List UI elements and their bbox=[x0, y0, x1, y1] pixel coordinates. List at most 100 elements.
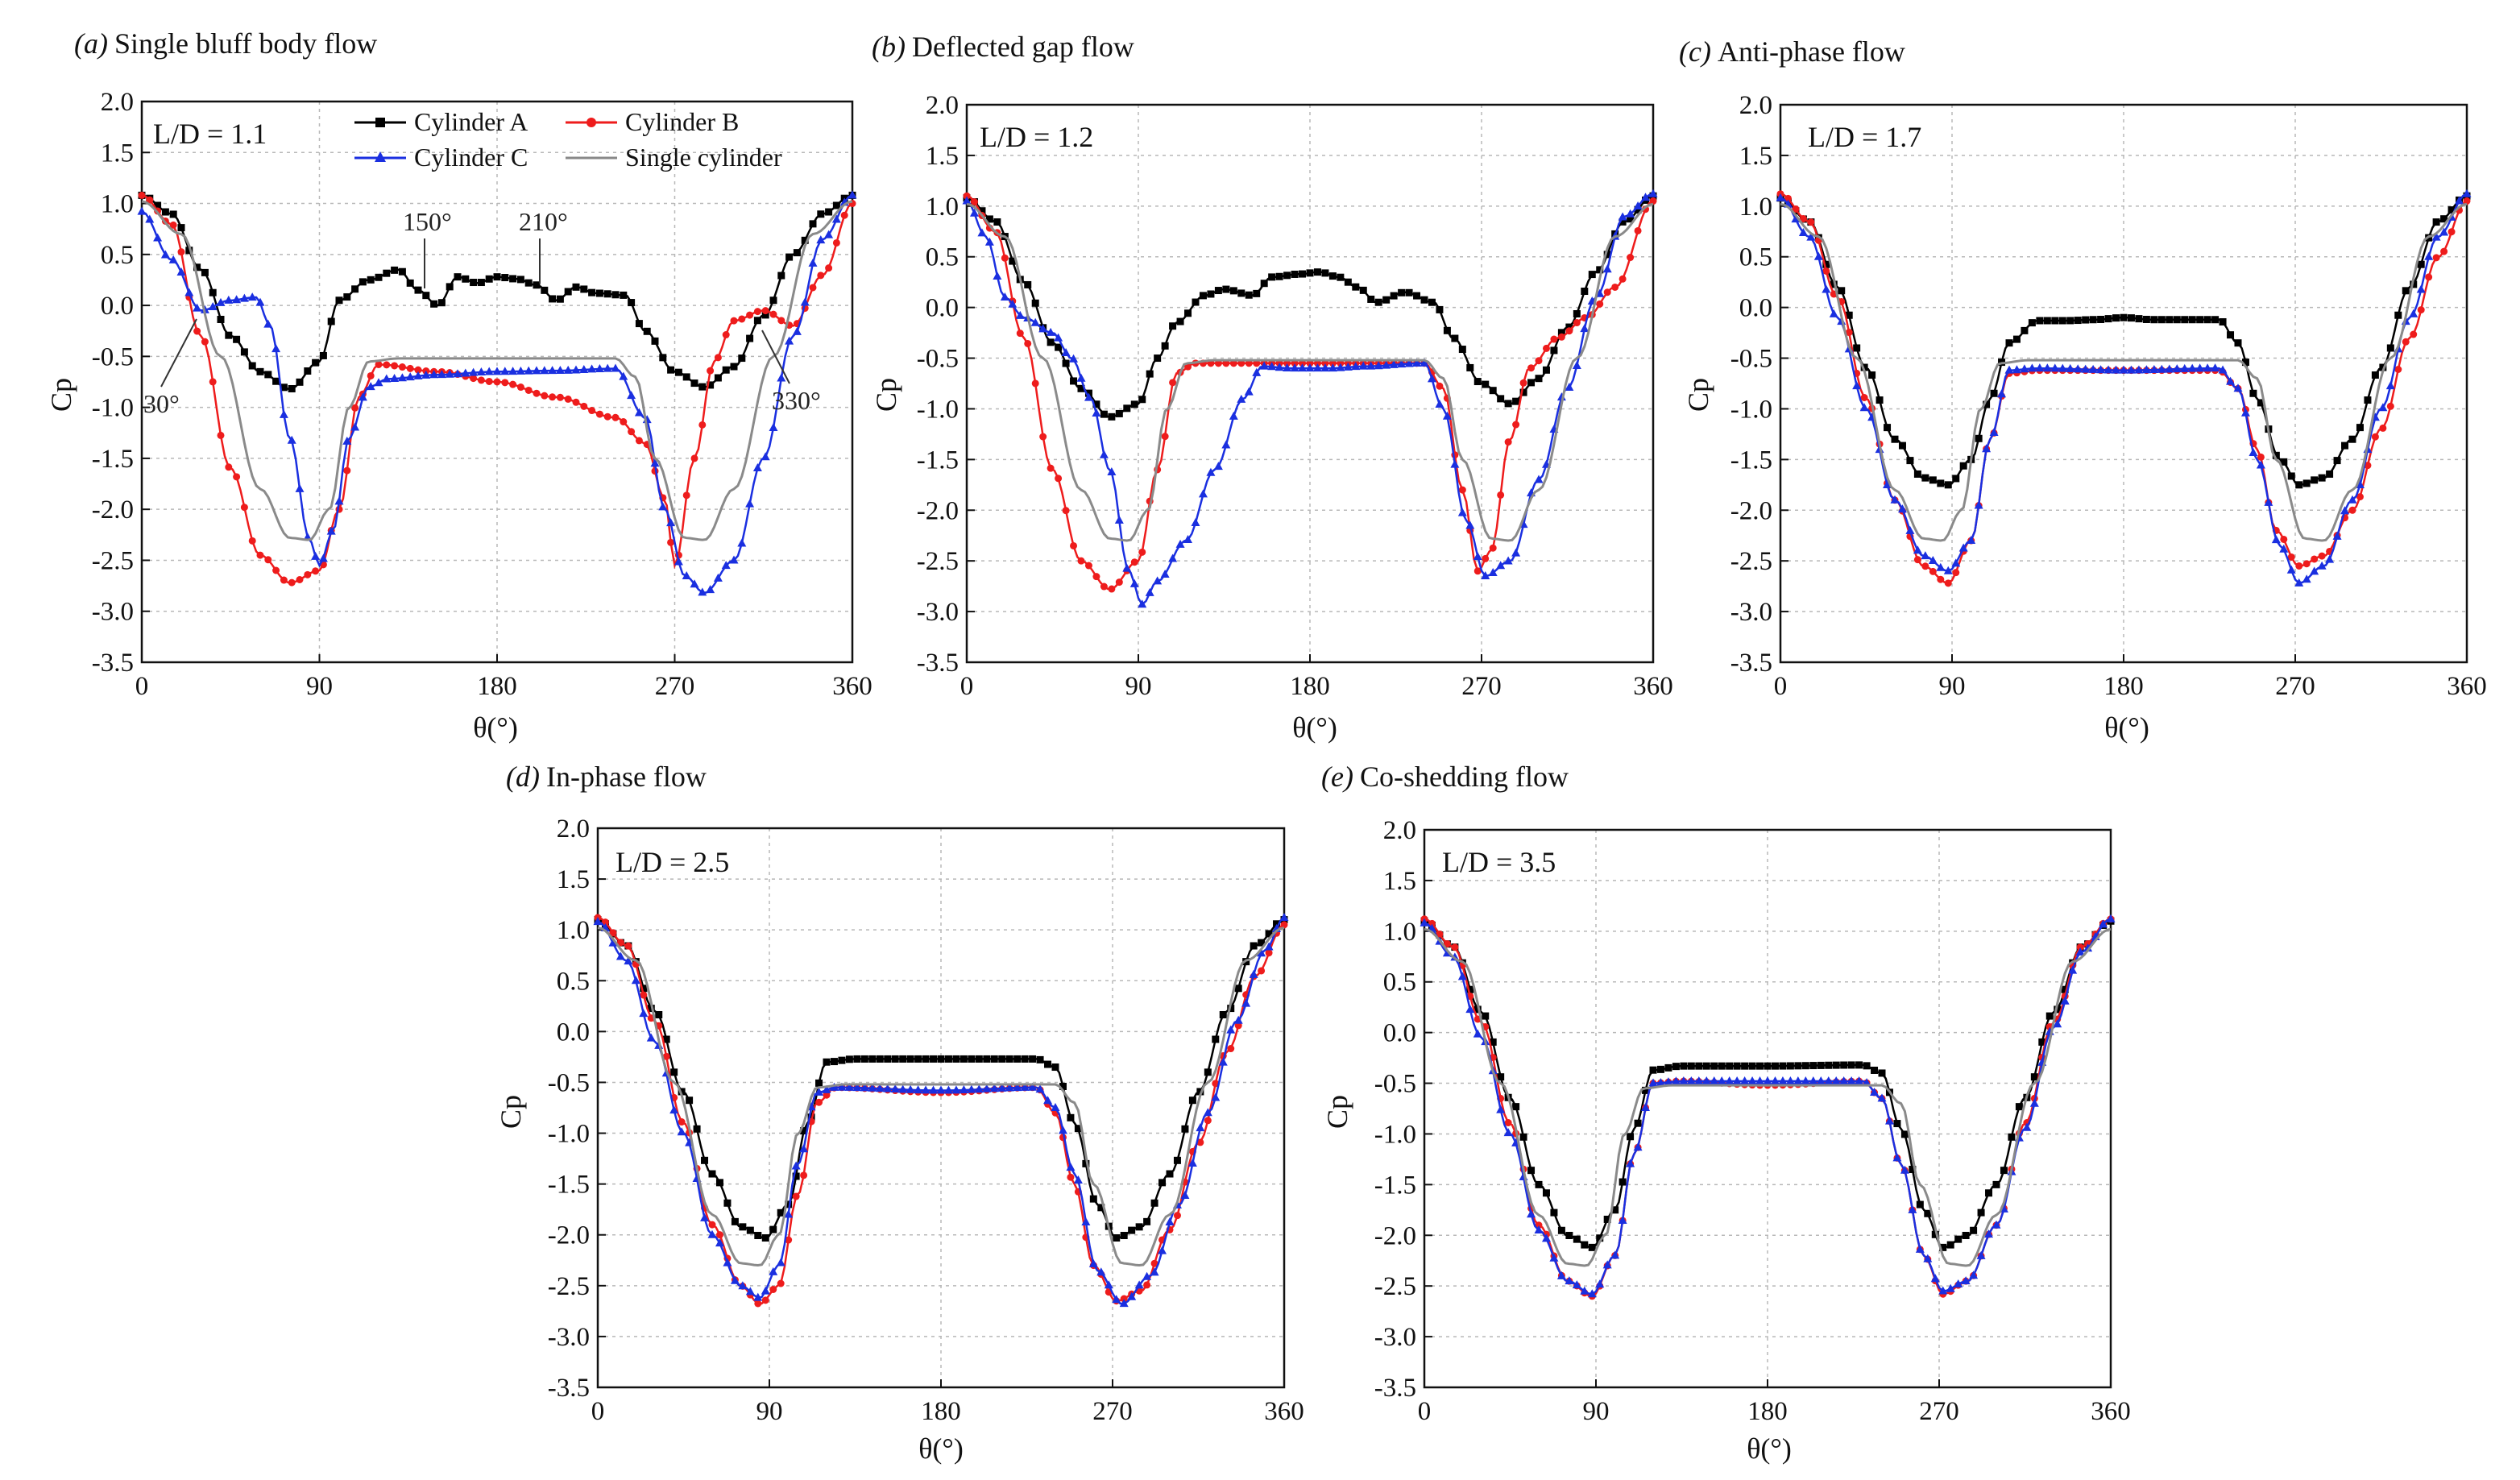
series-cylinder-c bbox=[962, 189, 1658, 608]
data-point bbox=[326, 526, 336, 535]
data-point bbox=[2126, 365, 2136, 374]
data-point bbox=[2157, 316, 2166, 324]
data-point bbox=[1442, 411, 1452, 420]
data-point bbox=[1951, 558, 1961, 567]
x-tick-label: 270 bbox=[655, 672, 695, 701]
data-point bbox=[1984, 1229, 1994, 1238]
data-point bbox=[690, 579, 699, 588]
data-point bbox=[1374, 361, 1383, 370]
data-point bbox=[1199, 292, 1207, 300]
data-point bbox=[754, 1232, 762, 1240]
data-point bbox=[1404, 359, 1414, 367]
data-point bbox=[2249, 389, 2257, 397]
data-point bbox=[1813, 251, 1823, 260]
data-point bbox=[906, 1084, 915, 1093]
panel-a-title: (a) Single bluff body flow bbox=[74, 27, 377, 60]
legend-marker-cylinder-a bbox=[375, 118, 385, 127]
data-point bbox=[280, 383, 288, 392]
data-point bbox=[1863, 1062, 1871, 1070]
data-point bbox=[721, 561, 731, 570]
legend-marker-cylinder-b bbox=[586, 118, 596, 127]
data-point bbox=[1096, 1267, 1106, 1276]
data-point bbox=[1929, 567, 1937, 575]
data-point bbox=[1073, 1175, 1083, 1184]
data-point bbox=[1913, 556, 1921, 564]
data-point bbox=[1725, 1076, 1735, 1085]
data-point bbox=[715, 1238, 724, 1247]
data-point bbox=[1511, 548, 1521, 557]
data-point bbox=[1358, 361, 1368, 370]
data-point bbox=[2378, 403, 2388, 412]
data-point bbox=[184, 288, 194, 296]
data-point bbox=[1535, 1180, 1543, 1188]
data-point bbox=[1165, 1217, 1175, 1225]
data-point bbox=[2112, 365, 2121, 374]
data-point bbox=[883, 1084, 893, 1092]
data-point bbox=[1763, 1076, 1772, 1085]
data-point bbox=[2311, 555, 2319, 563]
data-point bbox=[2332, 531, 2342, 540]
y-tick-label: 2.0 bbox=[926, 91, 959, 120]
data-point bbox=[493, 273, 501, 281]
data-point bbox=[832, 238, 840, 247]
data-point bbox=[2394, 311, 2402, 319]
data-point bbox=[777, 1208, 785, 1217]
data-point bbox=[693, 1125, 701, 1133]
data-point bbox=[698, 383, 707, 391]
data-point bbox=[398, 267, 406, 276]
data-point bbox=[2051, 317, 2059, 325]
legend-label-cylinder-a: Cylinder A bbox=[414, 107, 528, 136]
panel-b-plot: 0 90 180 270 360 -3.5 -3.0 -2.5 -2.0 -1.5 -1.0 -0.5… bbox=[917, 91, 1673, 701]
data-point bbox=[501, 379, 509, 387]
data-point bbox=[746, 311, 754, 319]
data-point bbox=[2257, 453, 2265, 461]
data-point bbox=[1374, 298, 1382, 306]
data-point bbox=[730, 317, 738, 325]
data-point bbox=[2256, 460, 2265, 469]
data-point bbox=[2096, 365, 2106, 374]
data-point bbox=[1893, 1120, 1901, 1128]
data-point bbox=[2280, 535, 2288, 543]
data-point bbox=[1062, 507, 1070, 515]
data-point bbox=[1974, 500, 1983, 509]
data-point bbox=[984, 237, 994, 246]
data-point bbox=[1119, 1299, 1129, 1308]
data-point bbox=[1013, 1083, 1022, 1092]
data-point bbox=[367, 371, 375, 379]
data-point bbox=[929, 1085, 939, 1094]
data-point bbox=[1534, 1225, 1544, 1233]
y-tick-label: -2.5 bbox=[548, 1272, 590, 1301]
data-point bbox=[1944, 579, 1952, 587]
data-point bbox=[1450, 459, 1460, 468]
data-point bbox=[745, 1287, 755, 1296]
y-tick-label: 1.5 bbox=[101, 139, 134, 168]
data-point bbox=[651, 337, 659, 345]
data-point bbox=[2447, 228, 2456, 236]
x-tick-label: 90 bbox=[1939, 672, 1966, 701]
data-point bbox=[335, 296, 343, 305]
data-point bbox=[1176, 317, 1184, 325]
x-tick-label: 90 bbox=[1583, 1397, 1610, 1426]
data-point bbox=[899, 1055, 907, 1063]
data-point bbox=[453, 369, 462, 378]
data-point bbox=[2340, 506, 2350, 515]
data-point bbox=[1436, 382, 1444, 390]
data-point bbox=[603, 290, 611, 298]
data-point bbox=[1868, 371, 1876, 379]
data-point bbox=[461, 368, 470, 377]
data-point bbox=[201, 268, 209, 276]
data-point bbox=[985, 215, 993, 223]
data-point bbox=[1648, 1078, 1658, 1087]
data-point bbox=[662, 1035, 670, 1043]
data-point bbox=[1038, 324, 1048, 333]
data-point bbox=[2424, 251, 2434, 260]
data-point bbox=[1611, 283, 1619, 291]
data-point bbox=[2211, 316, 2220, 324]
panel-e-title-text: Co-shedding flow bbox=[1360, 761, 1569, 793]
data-point bbox=[1542, 1189, 1550, 1197]
data-point bbox=[838, 1056, 846, 1064]
data-point bbox=[334, 496, 344, 505]
data-point bbox=[1465, 1005, 1475, 1014]
y-tick-label: -2.0 bbox=[92, 495, 134, 524]
data-point bbox=[1732, 1076, 1742, 1085]
